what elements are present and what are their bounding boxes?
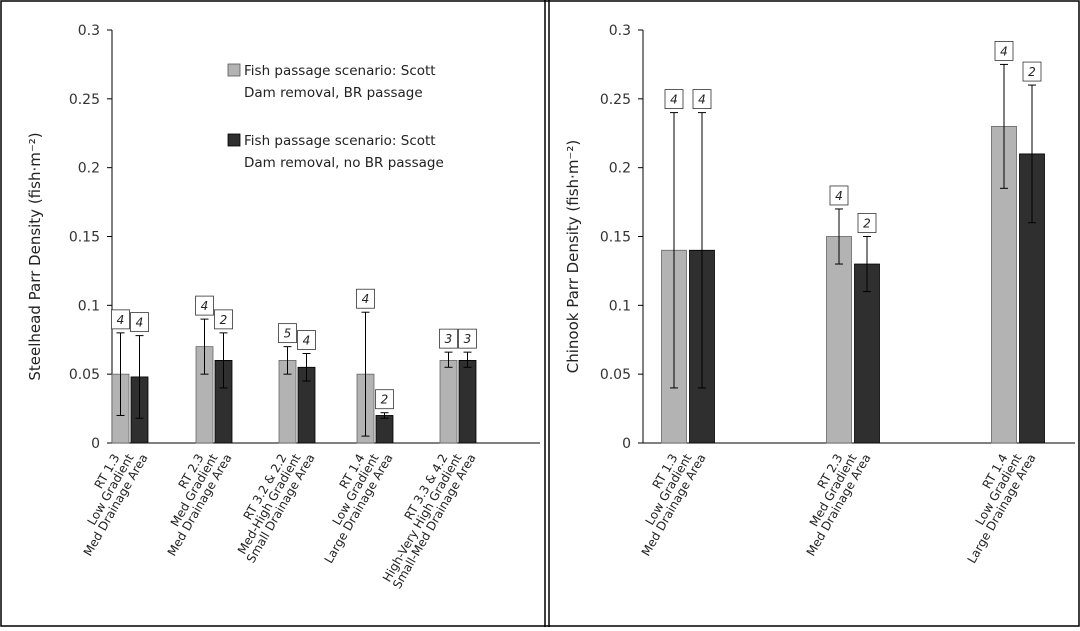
n-label-box	[664, 89, 684, 109]
y-tick-label: 0.25	[600, 92, 631, 108]
n-label: 4	[670, 93, 678, 107]
n-label: 3	[445, 332, 453, 346]
n-label-box	[692, 89, 712, 109]
n-label: 2	[1028, 65, 1036, 79]
legend-light-line-1: Fish passage scenario: Scott	[244, 63, 436, 79]
y-tick-label: 0.2	[78, 161, 100, 177]
y-tick-label: 0.3	[78, 23, 100, 39]
legend-light-line-2: Dam removal, BR passage	[244, 85, 423, 101]
n-label: 5	[284, 327, 292, 341]
y-tick-label: 0.15	[69, 230, 100, 246]
n-label-box	[857, 213, 877, 233]
y-tick-label: 0.3	[609, 23, 631, 39]
n-label-box	[195, 295, 214, 316]
y-tick-label: 0.05	[600, 367, 631, 383]
y-tick-label: 0.1	[78, 298, 100, 314]
n-label-box	[356, 288, 375, 309]
n-label-box	[375, 389, 394, 410]
n-label-box	[278, 323, 297, 344]
legend-dark-line-1: Fish passage scenario: Scott	[244, 133, 436, 149]
n-label: 2	[220, 313, 228, 327]
n-label-box	[829, 185, 849, 206]
y-tick-label: 0.25	[69, 92, 100, 108]
y-tick-label: 0.2	[609, 161, 631, 177]
y-axis-label: Chinook Parr Density (fish·m⁻²)	[564, 140, 582, 373]
n-label: 4	[835, 189, 843, 203]
n-label: 4	[136, 316, 144, 330]
n-label-box	[458, 328, 477, 349]
n-label: 2	[863, 217, 871, 231]
n-label: 4	[201, 299, 209, 313]
n-label-box	[1022, 61, 1042, 82]
n-label-box	[439, 328, 458, 349]
n-label-box	[214, 309, 233, 330]
n-label: 4	[362, 292, 370, 306]
y-tick-label: 0.1	[609, 298, 631, 314]
y-tick-label: 0	[622, 436, 631, 452]
n-label-box	[111, 309, 130, 330]
y-axis-label: Steelhead Parr Density (fish·m⁻²)	[26, 132, 44, 380]
legend-dark-line-2: Dam removal, no BR passage	[244, 155, 444, 171]
y-tick-label: 0.05	[69, 367, 100, 383]
n-label-box	[297, 330, 316, 350]
legend-swatch-light	[227, 63, 241, 77]
bar-light	[439, 359, 458, 444]
legend: Fish passage scenario: Scott Dam removal…	[227, 63, 444, 171]
bar-dark	[854, 263, 880, 444]
chinook-panel: 0 0.05 0.1 0.15 0.2 0.25 0.3 Chinook Parr Densi…	[564, 23, 1075, 566]
n-label-box	[994, 41, 1014, 61]
steelhead-panel: 0 0.05 0.1 0.15 0.2 0.25 0.3 Steelhead Parr Den…	[26, 23, 540, 591]
n-label: 4	[303, 334, 311, 348]
category-label: High-Very High Gradient	[380, 451, 465, 584]
legend-swatch-dark	[227, 133, 241, 147]
bar-dark	[375, 415, 394, 444]
n-label: 2	[381, 393, 389, 407]
n-label: 4	[117, 313, 125, 327]
y-tick-label: 0	[91, 436, 100, 452]
bar-light	[826, 236, 852, 444]
bar-dark	[458, 359, 477, 444]
n-label: 4	[1000, 44, 1008, 58]
n-label-box	[130, 312, 149, 333]
n-label: 3	[464, 332, 472, 346]
y-tick-label: 0.15	[600, 230, 631, 246]
n-label: 4	[698, 93, 706, 107]
